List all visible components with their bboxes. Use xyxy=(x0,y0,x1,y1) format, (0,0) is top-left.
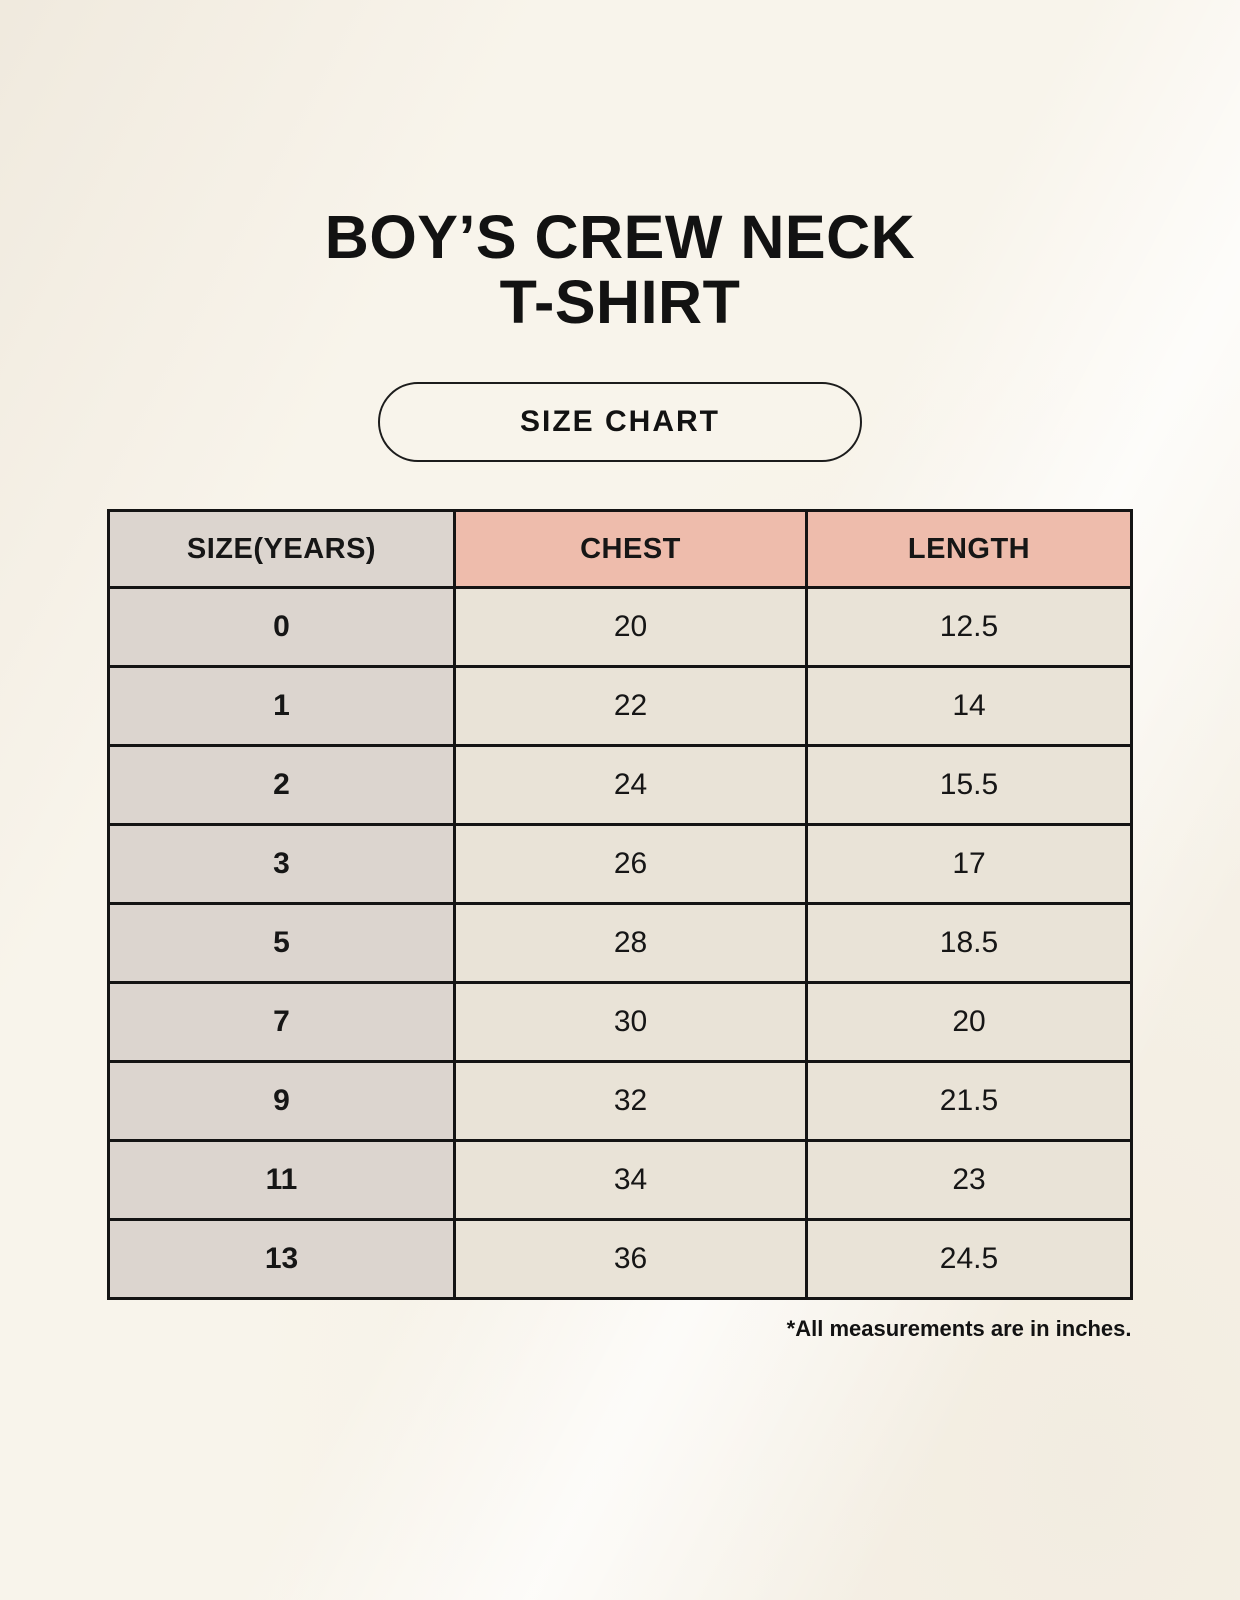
table-row: 11 34 23 xyxy=(107,1139,1133,1222)
table-row: 0 20 12.5 xyxy=(107,586,1133,669)
table-row: 5 28 18.5 xyxy=(107,902,1133,985)
page-title-line2: T-SHIRT xyxy=(499,267,741,336)
col-header-chest: CHEST xyxy=(453,509,808,590)
table-row: 7 30 20 xyxy=(107,981,1133,1064)
length-cell: 18.5 xyxy=(805,902,1133,985)
page-title-line1: BOY’S CREW NECK xyxy=(324,203,916,271)
table-row: 3 26 17 xyxy=(107,823,1133,906)
length-cell: 24.5 xyxy=(805,1218,1133,1301)
chest-cell: 30 xyxy=(453,981,808,1064)
size-chart-badge: SIZE CHART xyxy=(378,382,862,463)
size-cell: 3 xyxy=(107,823,456,906)
page-title: BOY’S CREW NECK T-SHIRT xyxy=(0,205,1240,334)
col-header-length: LENGTH xyxy=(805,509,1133,590)
length-cell: 17 xyxy=(805,823,1133,906)
length-cell: 20 xyxy=(805,981,1133,1064)
length-cell: 23 xyxy=(805,1139,1133,1222)
chest-cell: 34 xyxy=(453,1139,808,1222)
table-row: 2 24 15.5 xyxy=(107,744,1133,827)
footnote: *All measurements are in inches. xyxy=(786,1316,1132,1342)
size-chart-badge-label: SIZE CHART xyxy=(520,405,720,439)
size-cell: 11 xyxy=(107,1139,456,1222)
chest-cell: 36 xyxy=(453,1218,808,1301)
table-header-row: SIZE(YEARS) CHEST LENGTH xyxy=(107,509,1133,590)
chest-cell: 28 xyxy=(453,902,808,985)
size-chart-table: SIZE(YEARS) CHEST LENGTH 0 20 12.5 1 22 14 2 24… xyxy=(107,509,1133,1301)
chest-cell: 24 xyxy=(453,744,808,827)
length-cell: 14 xyxy=(805,665,1133,748)
table-row: 9 32 21.5 xyxy=(107,1060,1133,1143)
col-header-size-years: SIZE(YEARS) xyxy=(107,509,456,590)
size-cell: 5 xyxy=(107,902,456,985)
length-cell: 15.5 xyxy=(805,744,1133,827)
size-cell: 13 xyxy=(107,1218,456,1301)
table-header: SIZE(YEARS) CHEST LENGTH xyxy=(107,509,1133,590)
size-cell: 1 xyxy=(107,665,456,748)
length-cell: 12.5 xyxy=(805,586,1133,669)
size-cell: 9 xyxy=(107,1060,456,1143)
size-cell: 2 xyxy=(107,744,456,827)
chest-cell: 22 xyxy=(453,665,808,748)
length-cell: 21.5 xyxy=(805,1060,1133,1143)
chest-cell: 20 xyxy=(453,586,808,669)
table-row: 13 36 24.5 xyxy=(107,1218,1133,1301)
size-cell: 0 xyxy=(107,586,456,669)
table-body: 0 20 12.5 1 22 14 2 24 15.5 3 26 17 5 28 18.5 7 30 20 9 32 2… xyxy=(107,586,1133,1301)
chest-cell: 32 xyxy=(453,1060,808,1143)
table-row: 1 22 14 xyxy=(107,665,1133,748)
chest-cell: 26 xyxy=(453,823,808,906)
size-cell: 7 xyxy=(107,981,456,1064)
